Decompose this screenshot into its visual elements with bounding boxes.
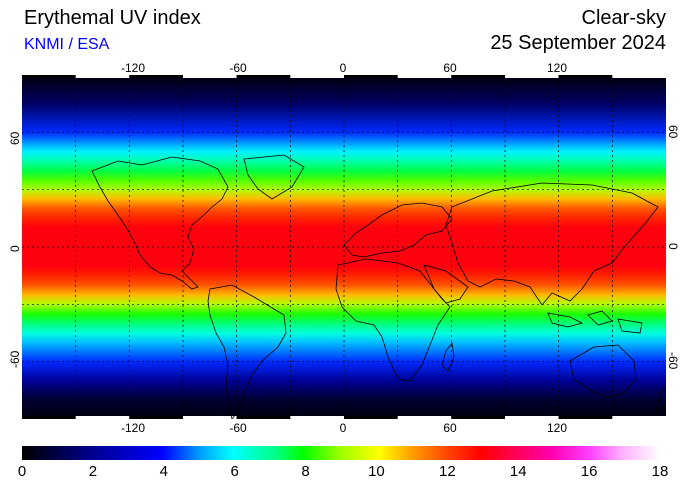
border-tick (129, 416, 183, 419)
lat-label-right: -60 (666, 352, 680, 370)
colorbar-tick-label: 8 (301, 463, 310, 480)
colorbar-tick-label: 2 (88, 463, 98, 480)
coastline-australia (569, 344, 637, 398)
colorbar-tick-label: 4 (159, 463, 168, 480)
lon-label-bottom: 120 (546, 421, 568, 435)
coastline-north-america (91, 156, 229, 290)
coastline-madagascar (441, 341, 455, 372)
coastline-south-america (207, 284, 287, 419)
border-tick (22, 75, 76, 78)
border-tick (344, 416, 398, 419)
lon-label-top: 0 (339, 61, 347, 75)
border-tick (505, 416, 559, 419)
lon-label-top: -60 (229, 61, 247, 75)
map-border-ticks (22, 75, 666, 419)
map-title: Erythemal UV index (24, 7, 201, 29)
coastline-greenland (243, 154, 305, 200)
border-tick (183, 416, 237, 419)
border-tick (558, 75, 613, 78)
border-tick (505, 75, 559, 78)
border-tick (397, 75, 452, 78)
border-tick (236, 75, 291, 78)
lat-label-left: 0 (8, 245, 22, 252)
coastline-africa (335, 258, 451, 382)
border-tick (558, 416, 613, 419)
colorbar-tick-label: 12 (438, 463, 456, 480)
uv-colorbar (22, 446, 660, 460)
colorbar-tick-label: 14 (509, 463, 527, 480)
lon-label-bottom: 0 (339, 421, 347, 435)
lon-label-top: -120 (120, 61, 146, 75)
border-tick (451, 75, 505, 78)
coastlines (91, 154, 666, 419)
lat-label-right: 60 (666, 125, 680, 139)
border-tick (236, 416, 291, 419)
colorbar-tick-label: 16 (580, 463, 598, 480)
coastline-asia (445, 182, 659, 306)
border-tick (397, 416, 452, 419)
coastline-arabia (423, 264, 469, 304)
border-tick (290, 75, 344, 78)
colorbar-tick-label: 10 (368, 463, 385, 480)
sky-mode-label: Clear-sky (581, 7, 666, 29)
graticule (22, 75, 666, 419)
border-tick (75, 75, 130, 78)
colorbar-tick-label: 18 (651, 463, 669, 480)
colorbar-tick-label: 0 (17, 463, 27, 480)
border-tick (344, 75, 398, 78)
border-tick (129, 75, 183, 78)
border-tick (612, 416, 666, 419)
lat-label-right: 0 (666, 243, 680, 250)
lon-label-bottom: -120 (120, 421, 146, 435)
date-label: 25 September 2024 (490, 32, 666, 54)
lat-label-left: -60 (8, 350, 22, 368)
coastline-indonesia (547, 310, 643, 334)
border-tick (183, 75, 237, 78)
uv-index-map (22, 75, 666, 419)
coastline-europe (343, 202, 453, 258)
lat-label-left: 60 (8, 131, 22, 145)
lon-label-bottom: 60 (443, 421, 457, 435)
border-tick (612, 75, 666, 78)
border-tick (75, 416, 130, 419)
lon-label-top: 120 (546, 61, 568, 75)
colorbar-tick-label: 6 (230, 463, 239, 480)
border-tick (22, 416, 76, 419)
border-tick (290, 416, 344, 419)
lon-label-bottom: -60 (229, 421, 247, 435)
coastline-new-zealand (655, 386, 666, 414)
lon-label-top: 60 (443, 61, 457, 75)
border-tick (451, 416, 505, 419)
credit-label: KNMI / ESA (24, 36, 110, 53)
